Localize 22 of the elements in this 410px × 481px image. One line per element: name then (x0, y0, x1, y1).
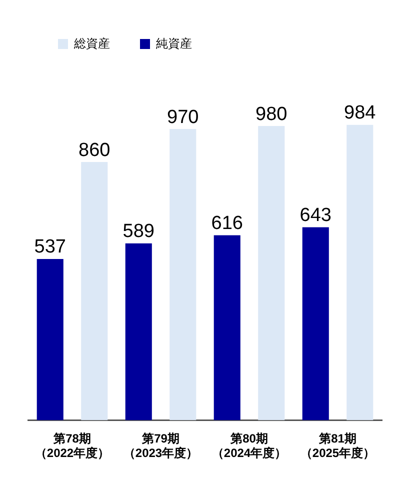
x-tick-label: 第79期（2023年度） (123, 432, 198, 460)
data-label: 589 (122, 221, 154, 242)
bar (170, 129, 196, 420)
x-tick-label: 第81期（2025年度） (300, 432, 376, 460)
bar (81, 162, 108, 420)
bar (346, 124, 374, 420)
data-label: 984 (344, 102, 376, 124)
bar (258, 126, 285, 420)
bar (302, 227, 329, 420)
data-label: 643 (300, 204, 332, 226)
data-label: 970 (167, 106, 199, 128)
legend-label: 総資産 (73, 36, 110, 50)
bar (36, 259, 64, 420)
x-tick-label: 第80期（2024年度） (212, 432, 287, 460)
legend-label: 純資産 (156, 36, 192, 50)
data-label: 860 (78, 140, 110, 161)
x-tick-label: 第78期（2022年度） (34, 432, 110, 460)
data-label: 980 (256, 104, 288, 125)
bar (214, 235, 240, 420)
data-label: 616 (211, 213, 243, 234)
data-label: 537 (34, 236, 66, 258)
bar (125, 243, 152, 420)
